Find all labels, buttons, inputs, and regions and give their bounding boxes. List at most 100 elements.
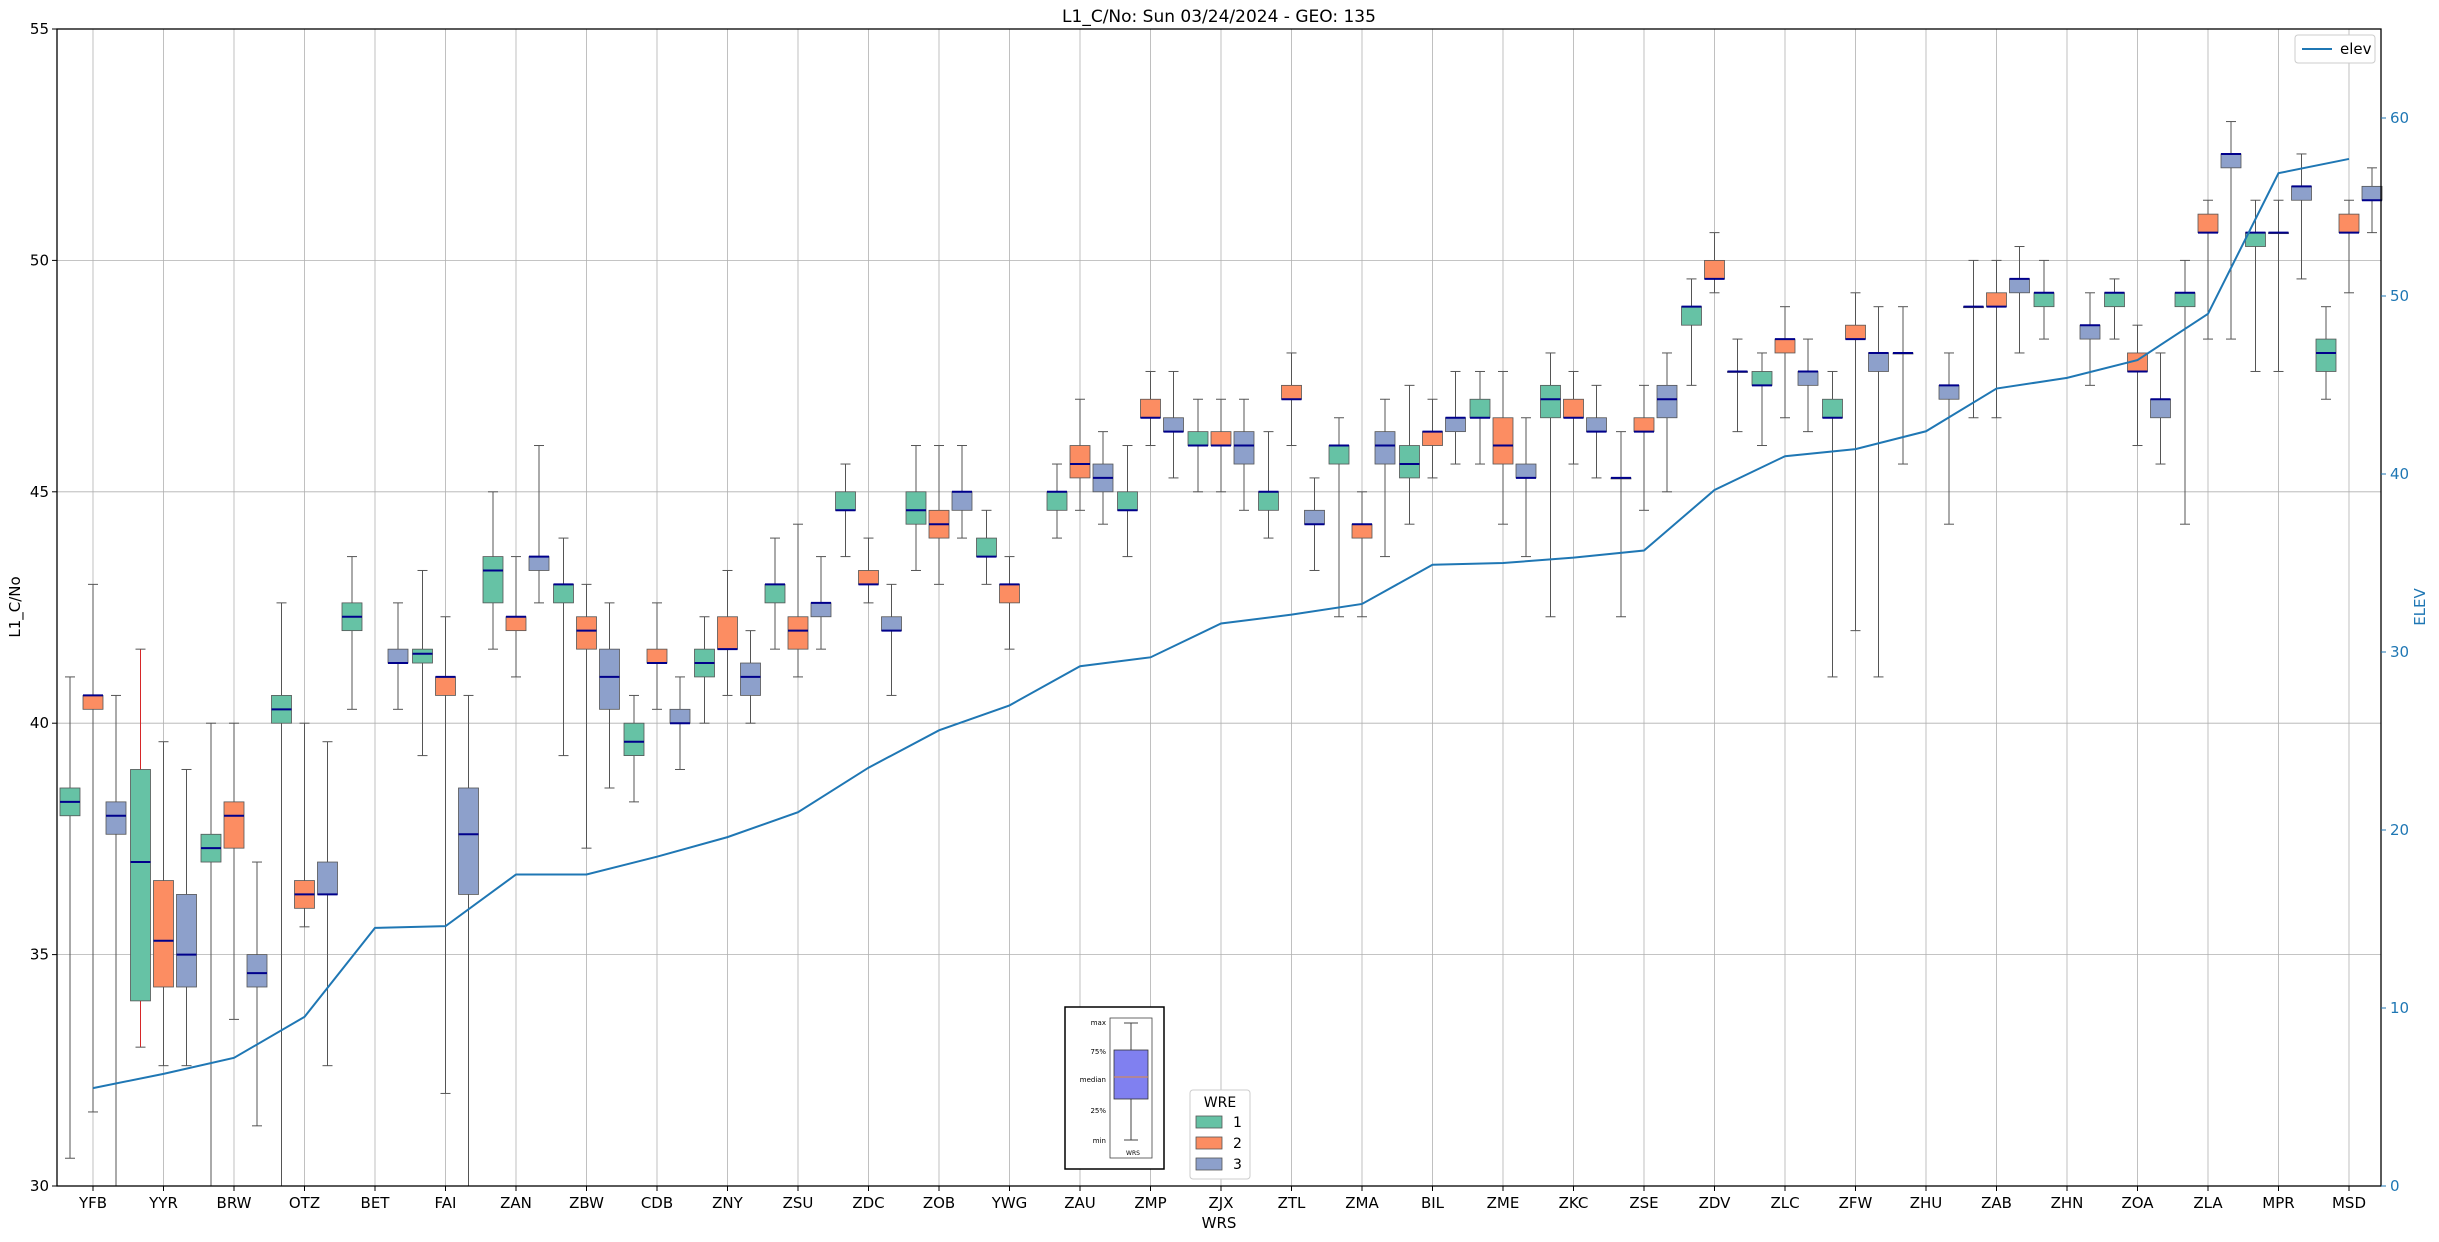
box-iqr — [1657, 385, 1677, 417]
box-iqr — [1446, 418, 1466, 432]
x-tick-label: ZDC — [852, 1194, 884, 1212]
wre-legend: WRE 1 2 3 — [1190, 1090, 1250, 1179]
box-iqr — [1259, 492, 1279, 511]
box-iqr — [1234, 432, 1254, 464]
wre-legend-swatch-1 — [1196, 1116, 1222, 1128]
wre-legend-title: WRE — [1204, 1095, 1236, 1111]
y-tick-label: 35 — [30, 946, 49, 964]
x-tick-label: ZSU — [783, 1194, 814, 1212]
y-tick-label: 50 — [30, 251, 49, 269]
box-iqr — [952, 492, 972, 511]
box-iqr — [1423, 432, 1443, 446]
x-tick-label: ZKC — [1559, 1194, 1589, 1212]
y2-tick-label: 40 — [2390, 465, 2409, 483]
x-tick-label: ZSE — [1629, 1194, 1658, 1212]
box-iqr — [906, 492, 926, 524]
box-iqr — [1118, 492, 1138, 511]
box-iqr — [2034, 293, 2054, 307]
chart-title: L1_C/No: Sun 03/24/2024 - GEO: 135 — [1062, 7, 1376, 27]
box-iqr — [1211, 432, 1231, 446]
box-iqr — [459, 788, 479, 894]
box-iqr — [1329, 446, 1349, 465]
box-iqr — [2151, 399, 2171, 418]
box-iqr — [811, 603, 831, 617]
box-iqr — [882, 617, 902, 631]
box-iqr — [1352, 524, 1372, 538]
elev-legend: elev — [2295, 35, 2375, 63]
box-iqr — [1047, 492, 1067, 511]
box-iqr — [670, 709, 690, 723]
x-tick-label: ZFW — [1839, 1194, 1873, 1212]
x-tick-label: BRW — [217, 1194, 252, 1212]
box-iqr — [1752, 371, 1772, 385]
box-iqr — [2339, 214, 2359, 233]
box-iqr — [1470, 399, 1490, 418]
box-iqr — [1987, 293, 2007, 307]
box-iqr — [1541, 385, 1561, 417]
box-iqr — [1000, 584, 1020, 603]
box-iqr — [1939, 385, 1959, 399]
key-xlabel: WRS — [1126, 1150, 1140, 1157]
box-iqr — [718, 617, 738, 649]
box-iqr — [177, 894, 197, 987]
x-tick-label: YWG — [991, 1194, 1028, 1212]
box-iqr — [1798, 371, 1818, 385]
box-iqr — [1846, 325, 1866, 339]
y2-tick-label: 10 — [2390, 999, 2409, 1017]
wre-legend-label-1: 1 — [1233, 1115, 1242, 1131]
y2-tick-label: 60 — [2390, 109, 2409, 127]
x-tick-label: ZLA — [2193, 1194, 2223, 1212]
x-tick-label: ZAU — [1064, 1194, 1096, 1212]
wre-legend-swatch-2 — [1196, 1137, 1222, 1149]
x-tick-label: ZHN — [2051, 1194, 2084, 1212]
key-box — [1114, 1050, 1148, 1099]
elev-legend-label: elev — [2340, 40, 2372, 58]
x-tick-label: ZBW — [569, 1194, 604, 1212]
box-iqr — [836, 492, 856, 511]
key-label-75: 75% — [1090, 1048, 1106, 1056]
x-tick-label: CDB — [641, 1194, 673, 1212]
box-iqr — [624, 723, 644, 755]
box-iqr — [1564, 399, 1584, 418]
box-iqr — [2221, 154, 2241, 168]
y-tick-label: 55 — [30, 20, 49, 38]
wre-legend-label-3: 3 — [1233, 1157, 1242, 1173]
box-iqr — [2292, 186, 2312, 200]
x-tick-label: ZOA — [2121, 1194, 2154, 1212]
box-iqr — [765, 584, 785, 603]
box-iqr — [788, 617, 808, 649]
box-iqr — [647, 649, 667, 663]
box-iqr — [600, 649, 620, 709]
y2-tick-label: 0 — [2390, 1177, 2400, 1195]
box-iqr — [2105, 293, 2125, 307]
x-tick-label: OTZ — [289, 1194, 320, 1212]
box-iqr — [224, 802, 244, 848]
box-iqr — [577, 617, 597, 649]
box-iqr — [1587, 418, 1607, 432]
x-tick-label: ZTL — [1278, 1194, 1306, 1212]
y-tick-label: 40 — [30, 714, 49, 732]
box-iqr — [1634, 418, 1654, 432]
box-iqr — [2175, 293, 2195, 307]
box-iqr — [741, 663, 761, 695]
box-iqr — [1141, 399, 1161, 418]
box-iqr — [2080, 325, 2100, 339]
box-iqr — [436, 677, 456, 696]
box-iqr — [318, 862, 338, 894]
box-iqr — [1282, 385, 1302, 399]
box-iqr — [388, 649, 408, 663]
box-iqr — [529, 557, 549, 571]
x-tick-label: ZAN — [500, 1194, 532, 1212]
box-iqr — [1164, 418, 1184, 432]
key-label-25: 25% — [1090, 1107, 1106, 1115]
box-iqr — [977, 538, 997, 557]
key-label-median: median — [1080, 1076, 1106, 1084]
y2-tick-label: 20 — [2390, 821, 2409, 839]
x-tick-label: FAI — [435, 1194, 457, 1212]
x-tick-label: BET — [361, 1194, 391, 1212]
box-iqr — [1305, 510, 1325, 524]
y2-tick-label: 50 — [2390, 287, 2409, 305]
y-tick-label: 30 — [30, 1177, 49, 1195]
box-iqr — [1823, 399, 1843, 418]
